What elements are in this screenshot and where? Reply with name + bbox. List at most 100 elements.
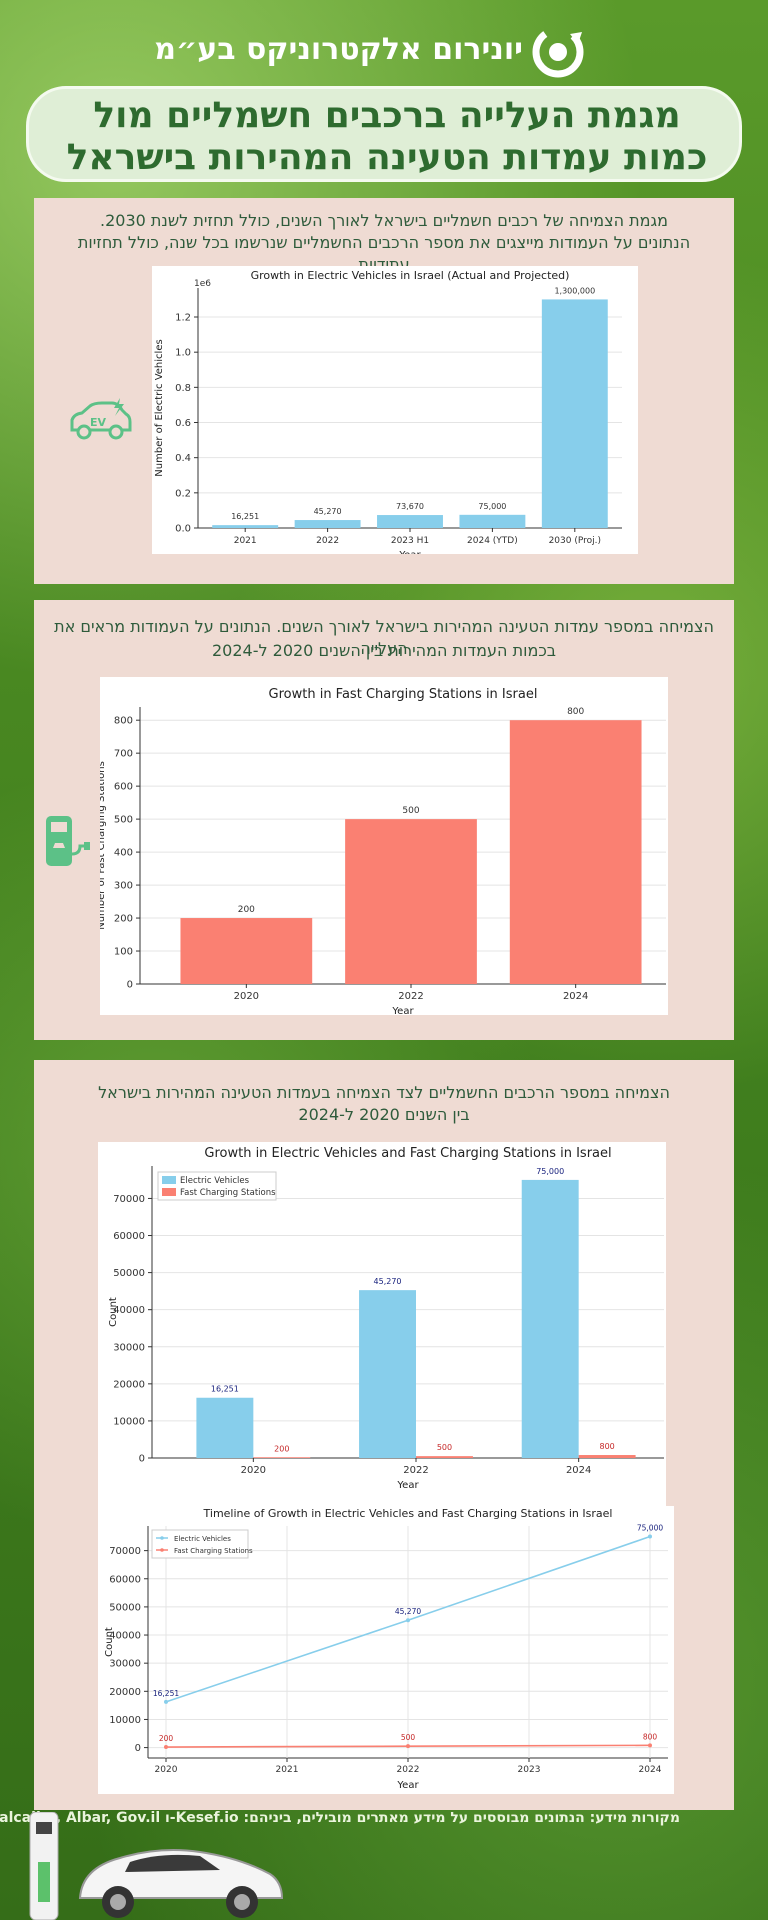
chart-ev-growth: 0.0 0.2 0.4 0.6 0.8 1.0 1.2 Growth in Electric … (154, 269, 622, 554)
bar (345, 819, 477, 984)
point (648, 1743, 652, 1748)
point (648, 1534, 652, 1539)
legend-box (157, 1171, 277, 1201)
bar (509, 720, 642, 984)
chart-title: Timeline of Growth in Electric Vehicles … (203, 1507, 613, 1520)
data-label: 45,270 (395, 1607, 421, 1616)
legend-swatch (162, 1188, 176, 1196)
y-axis-label: Number of Fast Charging Stations (100, 761, 107, 930)
y-tick-label: 30000 (109, 1659, 141, 1670)
y-tick-label: 60000 (113, 1231, 145, 1242)
legend-swatch (162, 1176, 176, 1184)
title-box: מגמת העלייה ברכבים חשמליים מול כמות עמדו… (26, 86, 742, 182)
y-tick-label: 10000 (113, 1416, 145, 1427)
data-label: 75,000 (478, 502, 506, 511)
point (164, 1699, 168, 1704)
y-tick-label: 30000 (113, 1342, 145, 1353)
y-tick-label: 60000 (109, 1574, 141, 1585)
legend-label: Fast Charging Stations (174, 1547, 253, 1555)
y-tick-label: 1.2 (175, 313, 191, 324)
ev-badge: EV (90, 416, 107, 429)
data-label: 75,000 (637, 1524, 663, 1533)
section-text-3b: בין השנים 2020 ל-2024 (298, 1105, 470, 1124)
y-tick-label: 400 (114, 848, 133, 859)
x-tick-label: 2023 (518, 1765, 541, 1775)
y-tick-label: 0.6 (175, 418, 191, 429)
y-tick-label: 20000 (113, 1379, 145, 1390)
swirl-logo-icon (532, 26, 584, 78)
bar (541, 299, 608, 528)
legend-marker (160, 1536, 164, 1540)
x-tick-label: 2020 (234, 991, 259, 1002)
bar (578, 1455, 636, 1458)
data-label: 800 (643, 1732, 658, 1741)
bar (459, 514, 526, 528)
y-tick-label: 0 (139, 1454, 145, 1465)
legend-label: Fast Charging Stations (180, 1188, 276, 1198)
y-tick-label: 800 (114, 716, 133, 727)
data-label: 500 (401, 1733, 416, 1742)
chart-combined-bars: 0 10000 20000 30000 40000 50000 60000 70000 Grow… (108, 1146, 664, 1491)
chart-card-4: 0 10000 20000 30000 40000 50000 60000 70000 Time… (98, 1506, 674, 1794)
y-tick-label: 0.2 (175, 488, 191, 499)
data-label: 45,270 (374, 1277, 402, 1286)
y-axis-label: Count (104, 1627, 115, 1657)
data-label: 16,251 (231, 512, 259, 521)
legend-box (151, 1529, 249, 1559)
y-tick-label: 50000 (113, 1268, 145, 1279)
y-tick-label: 70000 (109, 1546, 141, 1557)
x-tick-label: 2030 (Proj.) (549, 536, 601, 546)
y-tick-label: 10000 (109, 1715, 141, 1726)
y-tick-label: 0 (127, 980, 133, 991)
data-label: 500 (402, 806, 419, 816)
y-tick-label: 50000 (109, 1602, 141, 1613)
page-title-line2: כמות עמדות הטעינה המהירות בישראל (66, 137, 708, 178)
data-label: 800 (599, 1442, 614, 1451)
section-text-3a: הצמיחה במספר הרכבים החשמליים לצד הצמיחה … (98, 1083, 670, 1102)
chart-title: Growth in Fast Charging Stations in Isra… (269, 687, 538, 702)
x-tick-label: 2022 (398, 991, 423, 1002)
bar (521, 1179, 579, 1458)
header: יונירום אלקטרוניקס בע״מ (0, 20, 768, 80)
x-tick-label: 2022 (403, 1465, 428, 1476)
x-tick-label: 2023 H1 (391, 536, 429, 546)
y-tick-label: 0.8 (175, 383, 191, 394)
y-tick-label: 100 (114, 947, 133, 958)
y-tick-label: 600 (114, 782, 133, 793)
car-charging-illustration (29, 1812, 284, 1920)
y-axis-label: Number of Electric Vehicles (154, 339, 165, 476)
data-label: 16,251 (211, 1385, 239, 1394)
y-tick-label: 1.0 (175, 348, 191, 359)
y-tick-label: 40000 (113, 1305, 145, 1316)
bar (359, 1290, 416, 1458)
x-tick-label: 2024 (639, 1765, 662, 1775)
charging-station-icon (46, 816, 90, 866)
chart-title: Growth in Electric Vehicles in Israel (A… (251, 269, 570, 282)
point (164, 1745, 168, 1750)
x-axis-label: Year (398, 550, 421, 554)
y-tick-label: 200 (114, 914, 133, 925)
data-label: 800 (567, 707, 584, 717)
y-tick-label: 0.4 (175, 453, 191, 464)
data-label: 1,300,000 (554, 286, 595, 295)
y-tick-label: 500 (114, 815, 133, 826)
bar (212, 525, 279, 528)
brand-name: יונירום אלקטרוניקס בע״מ (154, 32, 523, 67)
y-tick-label: 0.0 (175, 524, 191, 535)
x-axis-label: Year (391, 1006, 414, 1015)
ev-car-icon: EV (70, 398, 132, 440)
legend-marker (160, 1548, 164, 1552)
data-label: 200 (238, 905, 255, 915)
bar (416, 1456, 473, 1458)
panel-ev-growth: מגמת הצמיחה של רכבים חשמליים בישראל לאור… (34, 198, 734, 584)
x-tick-label: 2021 (276, 1765, 299, 1775)
bar (180, 918, 313, 984)
chart-card-1: 0.0 0.2 0.4 0.6 0.8 1.0 1.2 Growth in Electric … (152, 266, 638, 554)
x-tick-label: 2020 (241, 1465, 266, 1476)
bar (294, 520, 361, 528)
y-tick-label: 0 (135, 1743, 141, 1754)
data-label: 200 (274, 1444, 289, 1453)
offset-label: 1e6 (194, 279, 211, 289)
chart-charging-growth: 0 100 200 300 400 500 600 700 800 Growth in Fast … (100, 687, 666, 1015)
data-label: 200 (159, 1734, 174, 1743)
